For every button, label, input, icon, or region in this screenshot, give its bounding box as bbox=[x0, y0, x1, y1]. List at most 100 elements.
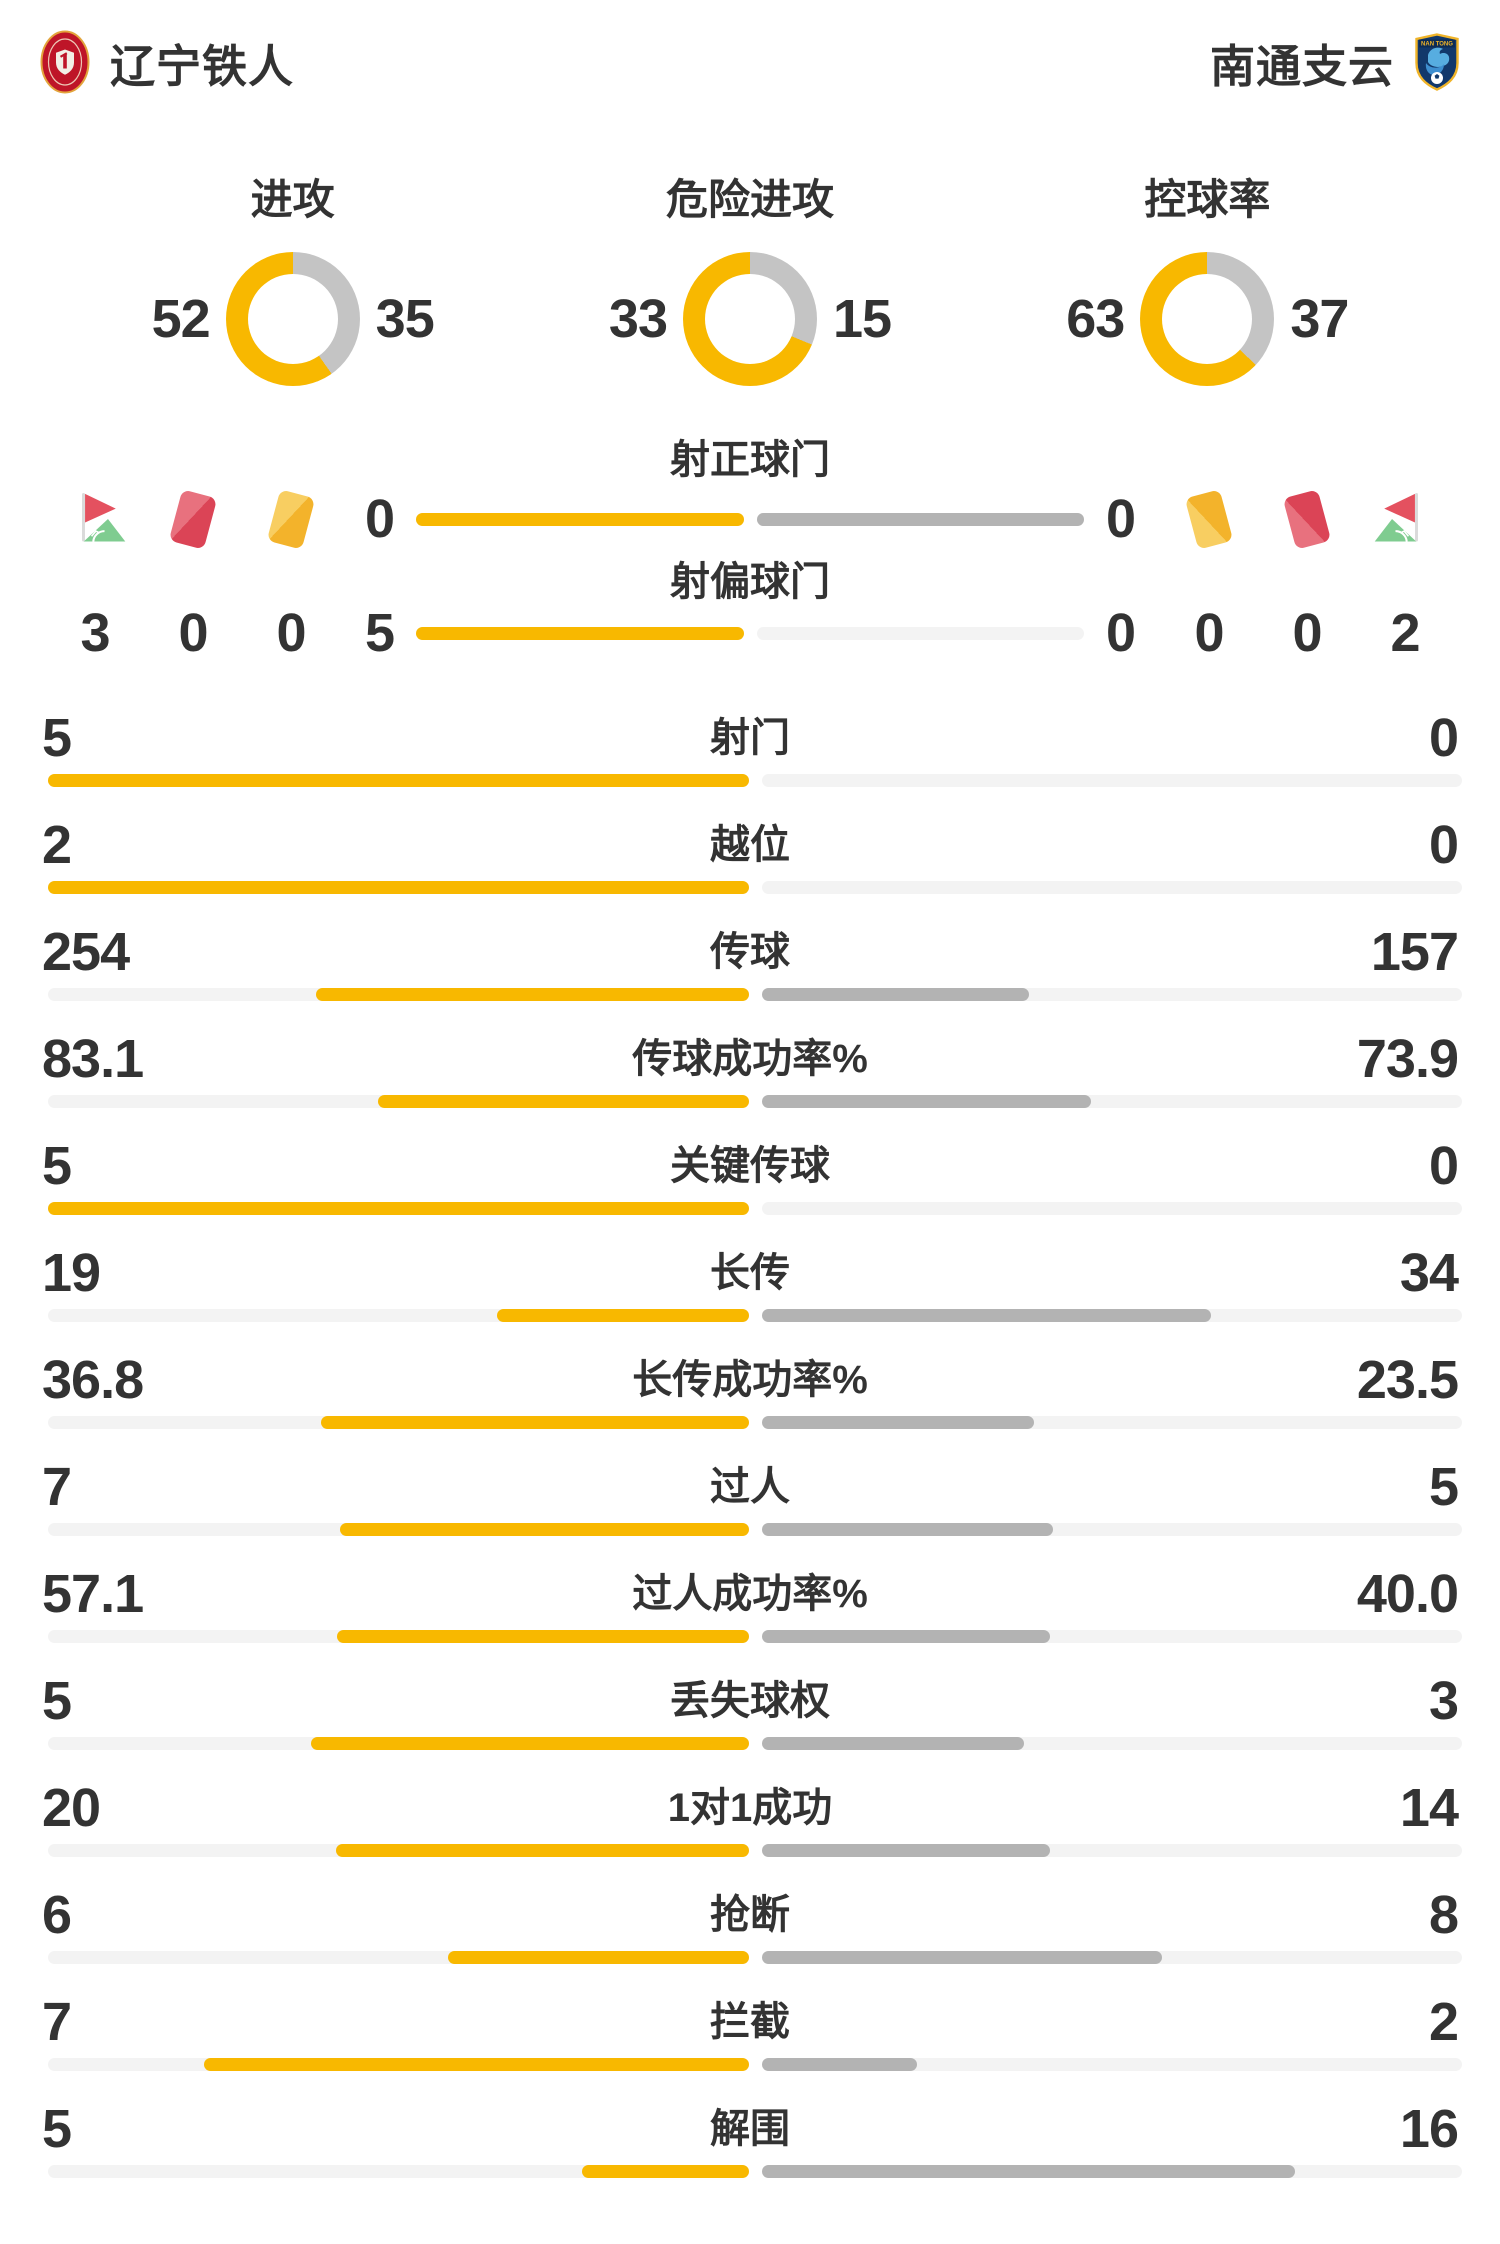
stat-label: 射门 bbox=[710, 716, 790, 760]
away-team-name: 南通支云 bbox=[1209, 40, 1394, 92]
home-bar-fill bbox=[581, 2165, 749, 2178]
stat-label: 丢失球权 bbox=[670, 1679, 830, 1723]
donut-ring bbox=[682, 252, 817, 386]
stat-bar bbox=[48, 1202, 1462, 1215]
away-bar-fill bbox=[756, 512, 1084, 526]
stat-away-value: 73.9 bbox=[1356, 1029, 1459, 1089]
stat-row: 7 过人 5 bbox=[0, 1457, 1500, 1570]
stat-bar bbox=[48, 1416, 1462, 1429]
away-bar-fill bbox=[761, 1309, 1211, 1322]
home-team: 辽宁铁人 bbox=[40, 30, 294, 95]
stat-row: 7 拦截 2 bbox=[0, 1992, 1500, 2105]
stat-label: 关键传球 bbox=[670, 1144, 830, 1188]
home-bar-fill bbox=[336, 1844, 749, 1857]
stat-bar bbox=[48, 881, 1462, 894]
stat-home-value: 254 bbox=[42, 922, 130, 982]
stat-home-value: 83.1 bbox=[42, 1029, 144, 1089]
stat-bar bbox=[48, 1737, 1462, 1750]
home-discipline-counts: 3 0 0 bbox=[40, 602, 324, 664]
stat-row: 83.1 传球成功率% 73.9 bbox=[0, 1029, 1500, 1142]
stat-label: 传球成功率% bbox=[632, 1037, 868, 1081]
yellow-card-icon bbox=[266, 488, 316, 550]
stat-home-value: 5 bbox=[42, 708, 72, 768]
stat-home-value: 5 bbox=[42, 1136, 72, 1196]
stat-label: 抢断 bbox=[710, 1893, 790, 1937]
stat-home-value: 6 bbox=[42, 1885, 72, 1945]
stat-bar bbox=[48, 1523, 1462, 1536]
svg-text:NAN TONG: NAN TONG bbox=[1421, 42, 1453, 48]
stat-away-value: 0 bbox=[1428, 708, 1459, 768]
stat-label: 过人 bbox=[710, 1465, 790, 1509]
away-bar-fill bbox=[761, 1844, 1050, 1857]
stat-row: 5 关键传球 0 bbox=[0, 1136, 1500, 1249]
corner-flag-icon bbox=[82, 493, 126, 542]
stat-away-value: 157 bbox=[1370, 922, 1459, 982]
home-bar-fill bbox=[203, 2058, 749, 2071]
away-bar-fill bbox=[761, 1523, 1054, 1536]
stat-label: 长传成功率% bbox=[632, 1358, 868, 1402]
stat-row: 6 抢断 8 bbox=[0, 1885, 1500, 1998]
stat-label: 解围 bbox=[710, 2107, 790, 2151]
home-discipline-icons bbox=[40, 488, 324, 550]
home-corners-count: 3 bbox=[80, 603, 110, 663]
away-bar-fill bbox=[761, 1951, 1162, 1964]
home-shots-on-target: 0 bbox=[364, 489, 395, 549]
home-bar-fill bbox=[416, 626, 744, 640]
stat-row: 2 越位 0 bbox=[0, 818, 1500, 928]
stat-label: 拦截 bbox=[710, 2000, 790, 2044]
stat-row: 57.1 过人成功率% 40.0 bbox=[0, 1567, 1500, 1677]
stat-label: 越位 bbox=[710, 823, 790, 867]
donut-ring bbox=[225, 252, 360, 386]
shots-on-target-label: 射正球门 bbox=[670, 438, 830, 482]
donut-home-value: 33 bbox=[608, 289, 668, 349]
donut-home-value: 63 bbox=[1066, 289, 1125, 349]
donut-label: 进攻 bbox=[250, 176, 335, 223]
stat-away-value: 8 bbox=[1428, 1885, 1459, 1945]
stat-label: 传球 bbox=[710, 930, 790, 974]
red-card-icon bbox=[168, 488, 218, 550]
donut-away-value: 15 bbox=[832, 289, 892, 349]
home-bar-fill bbox=[48, 1202, 749, 1215]
home-bar-fill bbox=[339, 1523, 749, 1536]
shots-off-target-row: 3 0 0 5 0 0 0 2 bbox=[0, 603, 1500, 663]
donut-away-value: 35 bbox=[375, 289, 435, 349]
home-bar-fill bbox=[448, 1951, 749, 1964]
stat-row: 5 丢失球权 3 bbox=[0, 1674, 1500, 1784]
away-team: 南通支云 NAN TONG bbox=[1210, 30, 1460, 95]
shots-on-target-row: 0 0 bbox=[0, 484, 1500, 554]
home-team-logo bbox=[40, 30, 90, 94]
stat-home-value: 20 bbox=[42, 1778, 101, 1838]
header: 辽宁铁人 南通支云 NAN TONG bbox=[0, 0, 1500, 98]
shots-on-target-bar bbox=[416, 512, 1084, 526]
stat-bar bbox=[48, 2058, 1462, 2071]
stat-bar bbox=[48, 988, 1462, 1001]
donut-group: 进攻 52 35 bbox=[64, 176, 521, 386]
stat-bar bbox=[48, 2165, 1462, 2178]
stat-label: 过人成功率% bbox=[632, 1572, 868, 1616]
home-red-cards-count: 0 bbox=[178, 603, 208, 663]
away-bar-fill bbox=[761, 2058, 918, 2071]
donut-group: 控球率 63 37 bbox=[979, 176, 1436, 386]
donut-label: 危险进攻 bbox=[665, 176, 834, 223]
home-bar-fill bbox=[48, 774, 749, 787]
stat-row: 5 射门 0 bbox=[0, 708, 1500, 821]
home-bar-fill bbox=[310, 1737, 749, 1750]
away-bar-fill bbox=[761, 1630, 1051, 1643]
away-team-logo: NAN TONG bbox=[1415, 33, 1459, 91]
home-bar-fill bbox=[315, 988, 749, 1001]
donut-group: 危险进攻 33 15 bbox=[521, 176, 978, 386]
stat-away-value: 5 bbox=[1428, 1457, 1459, 1517]
shots-off-target-label: 射偏球门 bbox=[670, 560, 830, 604]
stats-section: 5 射门 0 2 越位 0 254 传球 157 83.1 传球成功率% 73.… bbox=[0, 708, 1500, 2212]
away-discipline-icons bbox=[1176, 488, 1460, 550]
red-card-icon bbox=[1282, 488, 1332, 550]
corner-flag-icon bbox=[1374, 493, 1418, 542]
home-bar-fill bbox=[321, 1416, 749, 1429]
stat-home-value: 19 bbox=[42, 1243, 101, 1303]
home-bar-fill bbox=[48, 881, 749, 894]
stat-away-value: 16 bbox=[1399, 2099, 1459, 2159]
stat-away-value: 2 bbox=[1428, 1992, 1459, 2052]
donut-label: 控球率 bbox=[1144, 176, 1271, 223]
stat-row: 19 长传 34 bbox=[0, 1243, 1500, 1356]
stat-home-value: 7 bbox=[42, 1457, 72, 1517]
